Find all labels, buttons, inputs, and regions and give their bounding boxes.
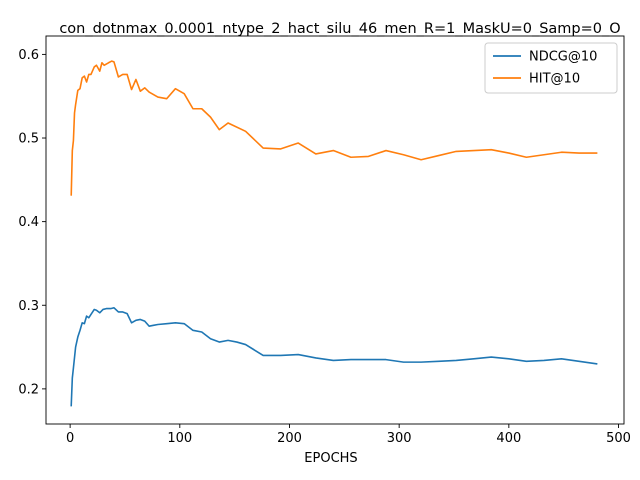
legend-label: HIT@10 [529, 72, 580, 87]
x-tick-label: 0 [66, 431, 74, 446]
series-layer [70, 60, 598, 407]
axes-layer: 0 100 200 300 400 500 0.2 0.3 0.4 0.5 0.6 [18, 35, 631, 446]
axes-frame [45, 35, 625, 425]
x-tick-label: 100 [167, 431, 192, 446]
legend-label: NDCG@10 [529, 50, 597, 65]
series-line-hit [70, 60, 598, 196]
legend: NDCG@10 HIT@10 [484, 42, 618, 94]
x-tick-label: 200 [277, 431, 302, 446]
chart-title: con_dotnmax_0.0001_ntype_2_hact_silu_46_… [59, 21, 620, 37]
x-tick-label: 500 [606, 431, 631, 446]
x-tick-label: 300 [387, 431, 412, 446]
x-axis-label: EPOCHS [304, 451, 357, 466]
y-tick-label: 0.4 [18, 215, 39, 230]
x-tick-label: 400 [496, 431, 521, 446]
y-tick-label: 0.3 [18, 299, 39, 314]
y-tick-label: 0.2 [18, 382, 39, 397]
y-tick-label: 0.6 [18, 48, 39, 63]
y-tick-label: 0.5 [18, 132, 39, 147]
series-line-ndcg [70, 306, 598, 407]
